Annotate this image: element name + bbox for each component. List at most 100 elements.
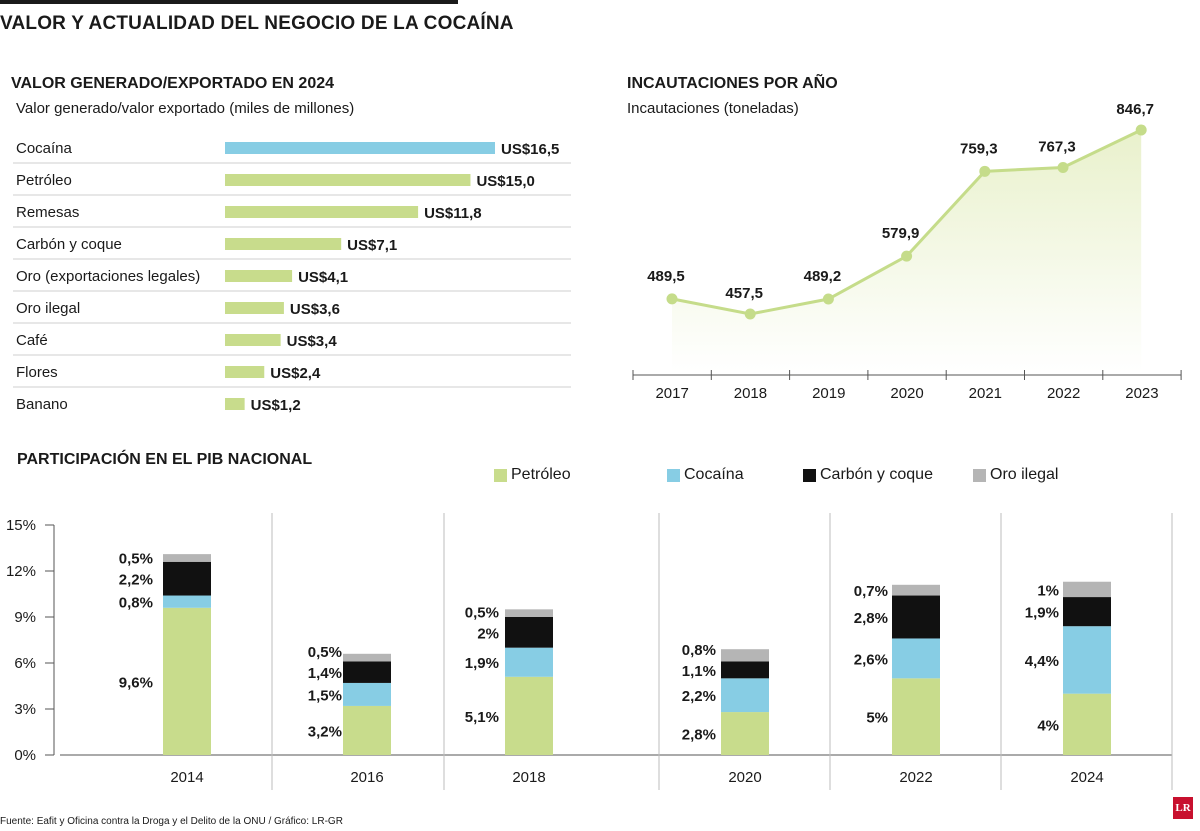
bar-1 <box>225 174 471 186</box>
page-title: VALOR Y ACTUALIDAD DEL NEGOCIO DE LA COC… <box>0 13 514 34</box>
x-tick-label: 2019 <box>812 385 845 402</box>
x-tick-label: 2017 <box>655 385 688 402</box>
legend-swatch <box>494 468 507 482</box>
legend-swatch <box>667 468 680 482</box>
legend: Petróleo Cocaína Carbón y coque Oro ileg… <box>494 466 1058 484</box>
x-tick-label: 2016 <box>350 769 383 786</box>
stack-segment-2 <box>343 661 391 683</box>
legend-item-oro-ilegal: Oro ilegal <box>973 466 1058 484</box>
bar-6 <box>225 334 281 346</box>
legend-label: Cocaína <box>684 466 744 483</box>
stack-segment-0 <box>343 705 391 755</box>
stack-segment-2 <box>721 661 769 679</box>
segment-value-label: 1,4% <box>308 665 342 682</box>
data-point-label: 489,5 <box>647 268 685 285</box>
bar-7 <box>225 366 265 378</box>
stack-segment-2 <box>163 561 211 596</box>
stack-segment-2 <box>892 595 940 639</box>
area-fill <box>672 130 1142 372</box>
stack-segment-1 <box>343 682 391 706</box>
stack-segment-1 <box>1063 626 1111 694</box>
segment-value-label: 2,6% <box>854 651 888 668</box>
segment-value-label: 9,6% <box>119 674 153 691</box>
stack-segment-0 <box>892 678 940 755</box>
bar-value-label: US$2,4 <box>270 365 321 382</box>
bar-value-label: US$16,5 <box>501 141 559 158</box>
y-tick-label: 9% <box>14 609 36 626</box>
segment-value-label: 1,9% <box>465 655 499 672</box>
lr-logo: LR <box>1173 797 1193 819</box>
segment-value-label: 2% <box>477 625 499 642</box>
stack-segment-0 <box>1063 693 1111 755</box>
data-point <box>1057 162 1069 174</box>
title-rule <box>0 0 458 4</box>
legend-item-petroleo: Petróleo <box>494 466 667 484</box>
y-tick-label: 6% <box>14 655 36 672</box>
bar-2 <box>225 206 419 218</box>
segment-value-label: 2,2% <box>119 572 153 589</box>
bar-4 <box>225 270 293 282</box>
segment-value-label: 0,5% <box>308 644 342 661</box>
stack-segment-3 <box>892 584 940 596</box>
stack-segment-3 <box>721 649 769 662</box>
segment-value-label: 1,5% <box>308 687 342 704</box>
legend-swatch <box>803 468 816 482</box>
bar-5 <box>225 302 284 314</box>
data-point <box>979 165 991 177</box>
bar-value-label: US$4,1 <box>298 269 348 286</box>
data-point-label: 767,3 <box>1038 139 1076 156</box>
bar-value-label: US$11,8 <box>424 205 482 222</box>
stack-segment-3 <box>163 554 211 562</box>
data-point-label: 489,2 <box>804 268 842 285</box>
data-point <box>744 308 756 320</box>
bar-category-label: Petróleo <box>16 172 72 189</box>
segment-value-label: 3,2% <box>308 723 342 740</box>
segment-value-label: 5,1% <box>465 709 499 726</box>
x-tick-label: 2021 <box>969 385 1002 402</box>
stack-segment-0 <box>163 607 211 755</box>
segment-value-label: 1,9% <box>1025 605 1059 622</box>
stack-segment-1 <box>721 678 769 713</box>
line-title: INCAUTACIONES POR AÑO <box>627 75 838 92</box>
x-tick-label: 2022 <box>1047 385 1080 402</box>
stack-segment-3 <box>505 609 553 617</box>
segment-value-label: 0,8% <box>682 642 716 659</box>
segment-value-label: 4,4% <box>1025 653 1059 670</box>
segment-value-label: 0,5% <box>119 551 153 568</box>
bar-category-label: Flores <box>16 364 58 381</box>
segment-value-label: 2,8% <box>682 727 716 744</box>
seizures-area-chart: 489,5 457,5 489,2 579,9 759,3 767,3 846,7 2017 2… <box>632 101 1182 402</box>
data-point-label: 846,7 <box>1116 101 1154 118</box>
segment-value-label: 1% <box>1037 582 1059 599</box>
x-tick-label: 2024 <box>1070 769 1103 786</box>
segment-value-label: 4% <box>1037 717 1059 734</box>
data-point <box>901 250 913 262</box>
segment-value-label: 0,5% <box>465 604 499 621</box>
bar-category-label: Carbón y coque <box>16 236 122 253</box>
segment-value-label: 5% <box>866 710 888 727</box>
stack-segment-2 <box>505 617 553 648</box>
segment-value-label: 2,2% <box>682 688 716 705</box>
bars-title: VALOR GENERADO/EXPORTADO EN 2024 <box>11 75 335 92</box>
bar-category-label: Café <box>16 332 48 349</box>
y-tick-label: 0% <box>14 747 36 764</box>
bar-category-label: Cocaína <box>16 140 73 157</box>
data-point <box>822 293 834 305</box>
data-point-label: 579,9 <box>882 225 920 242</box>
data-point-label: 759,3 <box>960 140 998 157</box>
bar-value-label: US$3,4 <box>287 333 338 350</box>
bar-category-label: Banano <box>16 396 68 413</box>
legend-item-carbon: Carbón y coque <box>803 466 973 484</box>
bar-category-label: Oro ilegal <box>16 300 80 317</box>
segment-value-label: 0,7% <box>854 583 888 600</box>
stack-segment-3 <box>343 653 391 662</box>
stack-title: PARTICIPACIÓN EN EL PIB NACIONAL <box>17 451 313 468</box>
line-subtitle: Incautaciones (toneladas) <box>627 100 799 117</box>
bar-8 <box>225 398 245 410</box>
stack-segment-1 <box>163 595 211 608</box>
y-tick-label: 3% <box>14 701 36 718</box>
source-footer: Fuente: Eafit y Oficina contra la Droga … <box>0 816 343 827</box>
data-point <box>1135 124 1147 136</box>
legend-swatch <box>973 468 986 482</box>
stack-segment-1 <box>505 647 553 677</box>
